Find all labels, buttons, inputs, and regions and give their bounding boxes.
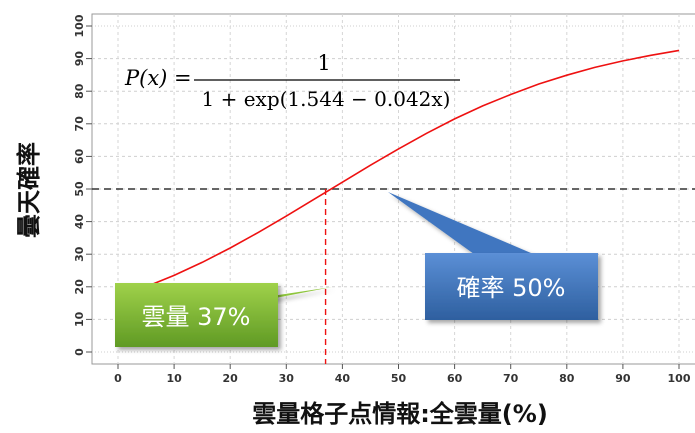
y-tick-label: 70 [73,116,86,132]
y-tick-label: 90 [73,51,86,67]
y-tick-label: 50 [73,181,86,197]
x-tick-label: 20 [223,372,239,385]
x-tick-label: 50 [391,372,407,385]
y-tick-label: 80 [73,83,86,99]
formula-lhs: P(x) = [124,66,192,90]
x-axis-title: 雲量格子点情報:全雲量(%) [252,400,548,428]
callout-probability-50-text: 確率 50% [457,274,566,302]
x-tick-label: 80 [559,372,575,385]
x-axis-ticks: 0 10 20 30 40 50 60 70 80 90 100 [114,364,691,385]
formula-denominator: 1 + exp(1.544 − 0.042x) [202,87,451,111]
callout-probability-50-box [425,253,598,320]
y-tick-label: 10 [73,311,86,327]
callout-cloud-37-box [115,283,278,347]
callout-cloud-37: 雲量 37% [115,283,332,347]
x-tick-label: 40 [335,372,351,385]
callout-probability-50: 確率 50% [388,192,598,320]
y-tick-label: 30 [73,246,86,262]
x-tick-label: 100 [668,372,691,385]
x-tick-label: 60 [447,372,463,385]
x-tick-label: 90 [615,372,631,385]
formula-numerator: 1 [317,51,330,75]
y-axis-title: 曇天確率 [15,142,43,238]
y-tick-label: 20 [73,279,86,295]
x-tick-label: 10 [166,372,182,385]
x-tick-label: 0 [114,372,122,385]
y-tick-label: 100 [73,14,86,37]
logistic-curve [145,49,680,288]
y-tick-label: 60 [73,148,86,164]
y-tick-label: 40 [73,214,86,230]
x-tick-label: 30 [279,372,295,385]
formula: P(x) = 1 1 + exp(1.544 − 0.042x) [124,51,460,111]
y-axis-ticks: 0 10 20 30 40 50 60 70 80 90 100 [73,14,92,356]
y-tick-label: 0 [73,348,86,356]
callout-probability-50-pointer [388,192,552,262]
x-tick-label: 70 [503,372,519,385]
callout-cloud-37-text: 雲量 37% [142,303,251,331]
